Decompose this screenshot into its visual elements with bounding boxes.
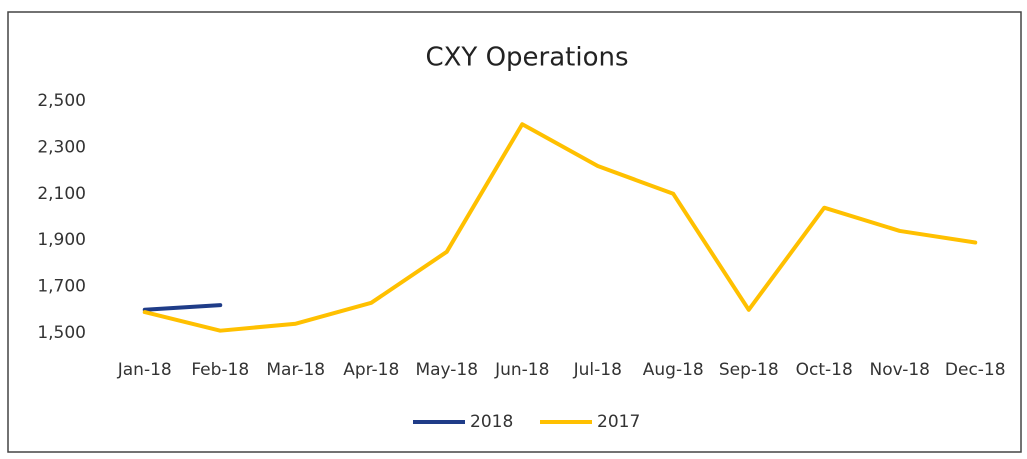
x-tick-label: Jan-18 xyxy=(117,360,172,380)
x-tick-label: Jun-18 xyxy=(494,360,549,380)
chart-frame xyxy=(7,11,1022,453)
y-tick-label: 2,300 xyxy=(37,137,86,157)
x-tick-label: Aug-18 xyxy=(643,360,704,380)
x-tick-label: May-18 xyxy=(415,360,478,380)
y-tick-label: 2,500 xyxy=(37,91,86,111)
chart-title: CXY Operations xyxy=(425,43,628,73)
x-tick-label: Dec-18 xyxy=(945,360,1006,380)
x-tick-label: Sep-18 xyxy=(719,360,779,380)
y-tick-label: 1,500 xyxy=(37,323,86,343)
series-line xyxy=(142,122,978,333)
y-tick-label: 2,100 xyxy=(37,184,86,204)
x-tick-label: Apr-18 xyxy=(343,360,399,380)
x-tick-label: Jul-18 xyxy=(573,360,622,380)
x-tick-label: Nov-18 xyxy=(870,360,931,380)
y-tick-label: 1,700 xyxy=(37,277,86,297)
legend-label: 2018 xyxy=(470,412,513,432)
x-tick-label: Oct-18 xyxy=(796,360,853,380)
x-tick-label: Feb-18 xyxy=(191,360,249,380)
series-line xyxy=(142,303,223,312)
x-tick-label: Mar-18 xyxy=(266,360,325,380)
legend-label: 2017 xyxy=(597,412,640,432)
y-tick-label: 1,900 xyxy=(37,230,86,250)
